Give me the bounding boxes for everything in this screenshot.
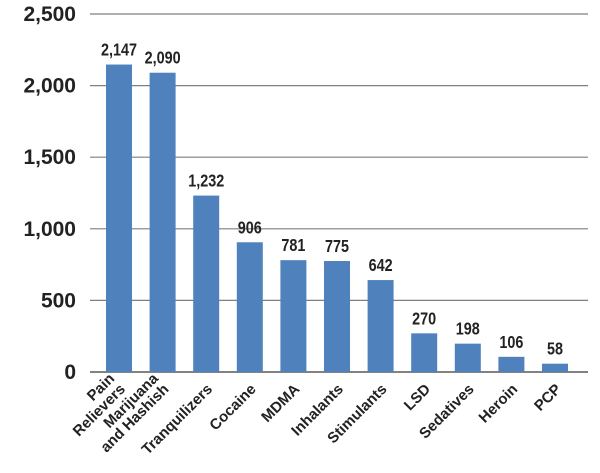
- bar: [411, 333, 438, 372]
- bars: [106, 64, 568, 373]
- x-tick-label-line: PCP: [531, 381, 565, 415]
- data-label: 2,090: [145, 48, 181, 68]
- bar: [236, 242, 263, 372]
- bar: [542, 363, 568, 372]
- y-axis-tick-labels: 0 500 1,000 1,500 2,000 2,500: [23, 3, 76, 384]
- bar: [367, 280, 394, 372]
- bar: [106, 64, 132, 373]
- data-label: 198: [456, 319, 480, 339]
- x-tick-label: Cocaine: [206, 381, 259, 434]
- x-tick-label: Heroin: [476, 381, 522, 427]
- data-label: 906: [238, 218, 262, 238]
- y-tick-label: 1,000: [23, 218, 76, 241]
- data-labels: 2,147 2,090 1,232 906 781 775 642 270 198 106 58: [101, 40, 563, 359]
- x-tick-label-line: Cocaine: [206, 381, 259, 434]
- y-tick-label: 500: [41, 289, 76, 312]
- data-label: 1,232: [188, 171, 224, 191]
- data-label: 58: [547, 339, 563, 359]
- x-tick-label: LSD: [401, 381, 434, 414]
- data-label: 106: [499, 332, 523, 352]
- y-tick-label: 1,500: [23, 146, 76, 169]
- data-label: 781: [281, 236, 305, 256]
- bar: [193, 195, 220, 372]
- x-tick-label: PCP: [531, 381, 565, 415]
- x-tick-label-line: LSD: [401, 381, 434, 414]
- y-tick-label: 0: [64, 361, 76, 384]
- y-tick-label: 2,000: [23, 75, 76, 98]
- bar: [280, 260, 307, 372]
- data-label: 642: [369, 256, 393, 276]
- bar: [498, 356, 525, 372]
- data-label: 775: [325, 237, 349, 257]
- y-tick-label: 2,500: [23, 3, 76, 26]
- bar: [149, 72, 176, 372]
- data-label: 270: [412, 309, 436, 329]
- bar: [324, 261, 350, 372]
- bar: [454, 343, 481, 372]
- data-label: 2,147: [101, 40, 137, 60]
- x-tick-label-line: Heroin: [476, 381, 522, 427]
